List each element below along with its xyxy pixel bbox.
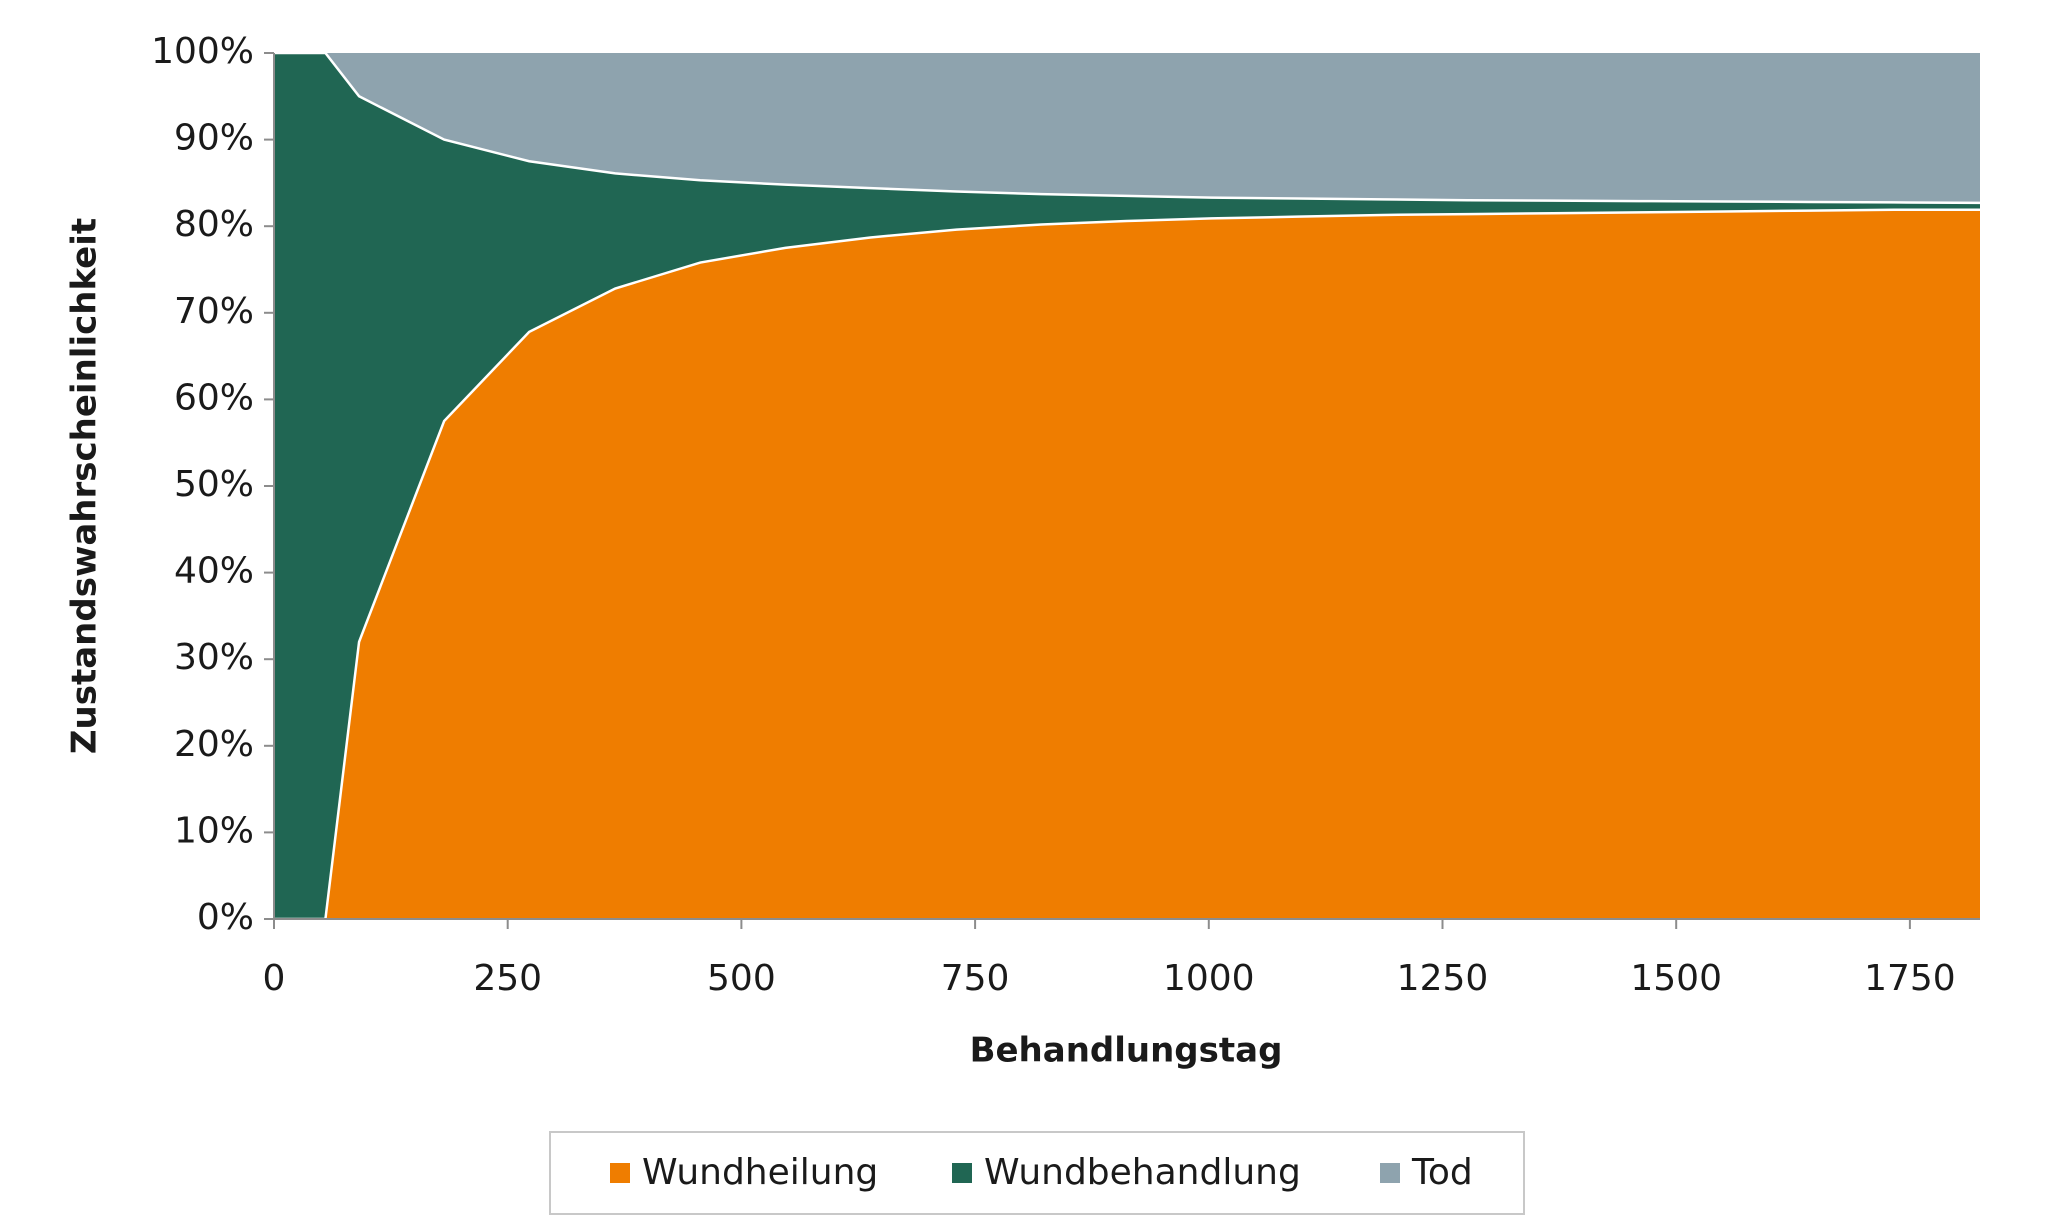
legend-label: Tod (1411, 1152, 1473, 1193)
legend-box (549, 1131, 1525, 1215)
x-axis-title: Behandlungstag (970, 1031, 1283, 1071)
x-tick-label: 1500 (1630, 958, 1722, 999)
y-tick-label: 30% (174, 637, 254, 678)
y-tick-label: 20% (174, 724, 254, 765)
x-tick-label: 0 (263, 958, 286, 999)
x-tick-label: 1750 (1864, 958, 1956, 999)
y-tick-label: 80% (174, 204, 254, 245)
y-tick-label: 60% (174, 377, 254, 418)
area-boundary (274, 51, 1981, 205)
x-tick-label: 750 (941, 958, 1010, 999)
y-tick-label: 0% (197, 897, 254, 938)
y-tick-label: 100% (151, 31, 254, 72)
y-tick-label: 40% (174, 551, 254, 592)
y-tick-label: 70% (174, 291, 254, 332)
legend-swatch (610, 1163, 630, 1183)
legend-swatch (952, 1163, 972, 1183)
legend-label: Wundbehandlung (984, 1152, 1301, 1193)
legend-label: Wundheilung (642, 1152, 878, 1193)
area-boundary (274, 208, 1980, 921)
y-axis-title: Zustandswahrscheinlichkeit (65, 218, 105, 754)
x-tick-label: 1000 (1163, 958, 1255, 999)
y-tick-label: 50% (174, 464, 254, 505)
y-tick-label: 90% (174, 118, 254, 159)
y-tick-label: 10% (174, 810, 254, 851)
x-tick-label: 500 (707, 958, 776, 999)
x-tick-label: 1250 (1397, 958, 1489, 999)
area (274, 209, 1980, 919)
area (274, 53, 1980, 203)
legend-swatch (1380, 1163, 1400, 1183)
x-tick-label: 250 (473, 958, 542, 999)
